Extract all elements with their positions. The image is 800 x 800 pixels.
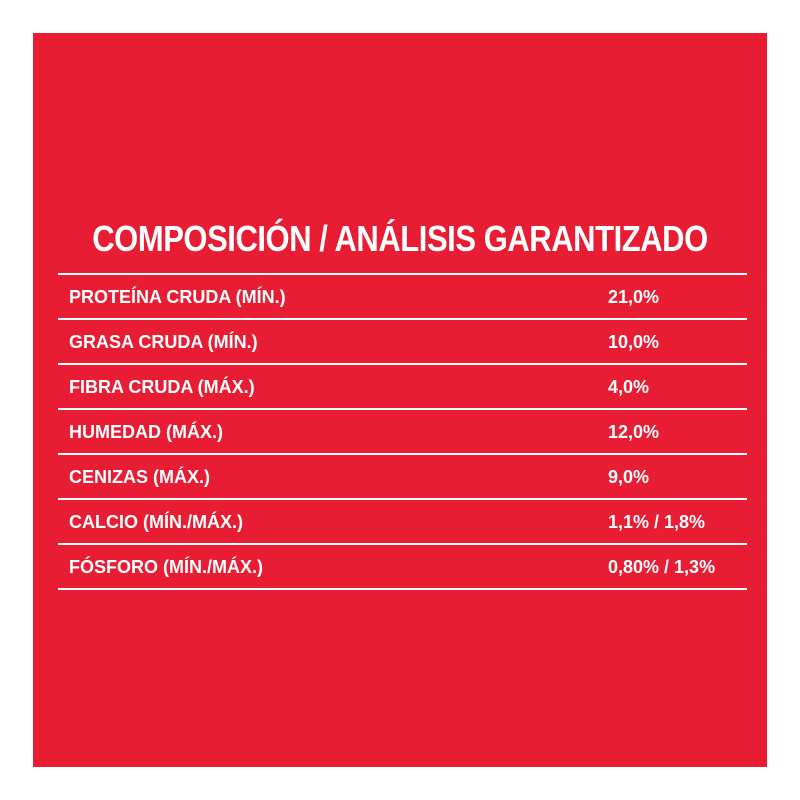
table: PROTEÍNA CRUDA (MÍN.) 21,0% GRASA CRUDA (M…	[58, 273, 747, 590]
nutrient-label: HUMEDAD (MÁX.)	[69, 422, 223, 442]
nutrient-value: 21,0%	[608, 287, 660, 307]
table-row: FÓSFORO (MÍN./MÁX.) 0,80% / 1,3%	[58, 545, 747, 590]
table-row: FIBRA CRUDA (MÁX.) 4,0%	[58, 365, 747, 410]
nutrient-label: FÓSFORO (MÍN./MÁX.)	[69, 557, 263, 577]
nutrient-value: 4,0%	[608, 377, 650, 397]
panel: COMPOSICIÓN / ANÁLISIS GARANTIZADO PROTE…	[33, 33, 767, 767]
table-row: CENIZAS (MÁX.) 9,0%	[58, 455, 747, 500]
table-row: CALCIO (MÍN./MÁX.) 1,1% / 1,8%	[58, 500, 747, 545]
nutrient-value: 10,0%	[608, 332, 660, 352]
table-row: PROTEÍNA CRUDA (MÍN.) 21,0%	[58, 275, 747, 320]
table-row: HUMEDAD (MÁX.) 12,0%	[58, 410, 747, 455]
nutrient-label: FIBRA CRUDA (MÁX.)	[69, 377, 255, 397]
nutrient-label: CALCIO (MÍN./MÁX.)	[69, 512, 243, 532]
nutrient-value: 0,80% / 1,3%	[608, 557, 716, 577]
nutrient-value: 1,1% / 1,8%	[608, 512, 706, 532]
nutrient-label: GRASA CRUDA (MÍN.)	[69, 332, 258, 352]
nutrient-label: CENIZAS (MÁX.)	[69, 467, 210, 487]
title: COMPOSICIÓN / ANÁLISIS GARANTIZADO	[92, 218, 708, 259]
nutrient-value: 9,0%	[608, 467, 650, 487]
table-row: GRASA CRUDA (MÍN.) 10,0%	[58, 320, 747, 365]
nutrient-label: PROTEÍNA CRUDA (MÍN.)	[69, 287, 286, 307]
nutrient-value: 12,0%	[608, 422, 660, 442]
